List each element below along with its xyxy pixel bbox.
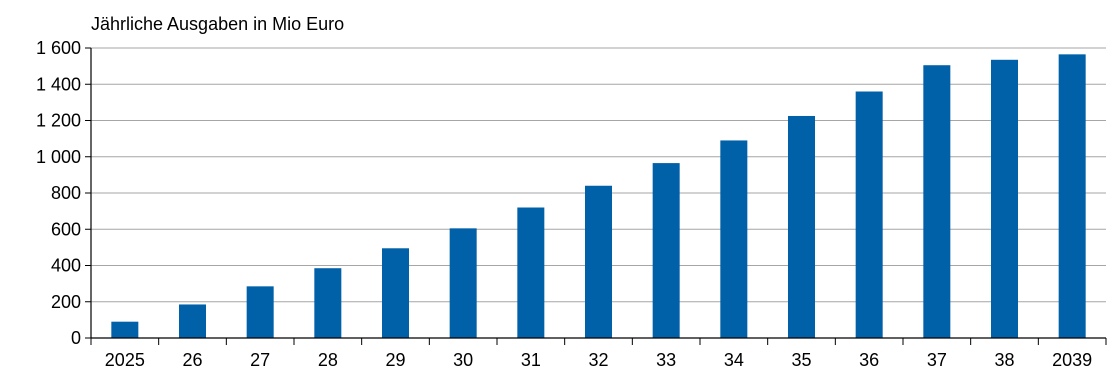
x-tick-label: 27 xyxy=(250,350,270,370)
x-tick-label: 26 xyxy=(182,350,202,370)
y-tick-label: 1 000 xyxy=(36,147,81,167)
y-tick-label: 1 600 xyxy=(36,38,81,58)
x-tick-label: 2025 xyxy=(105,350,145,370)
bars xyxy=(111,54,1086,338)
y-axis-tick-labels: 0 200 400 600 800 1 000 1 200 1 400 1 600 xyxy=(36,38,81,348)
bar xyxy=(1058,54,1086,338)
x-tick-label: 2039 xyxy=(1052,350,1092,370)
x-tick-label: 30 xyxy=(453,350,473,370)
x-tick-label: 37 xyxy=(927,350,947,370)
chart-title: Jährliche Ausgaben in Mio Euro xyxy=(91,14,344,34)
bar xyxy=(720,140,748,338)
bar xyxy=(449,228,477,338)
x-tick-label: 29 xyxy=(385,350,405,370)
bar xyxy=(246,286,274,338)
x-tick-label: 32 xyxy=(588,350,608,370)
bar xyxy=(855,91,883,338)
x-tick-label: 38 xyxy=(994,350,1014,370)
bar xyxy=(314,268,342,338)
bar xyxy=(179,304,206,338)
y-tick-label: 600 xyxy=(51,219,81,239)
y-tick-label: 0 xyxy=(71,328,81,348)
x-tick-label: 33 xyxy=(656,350,676,370)
x-axis-tick-labels: 2025 26 27 28 29 30 31 32 33 34 35 36 37 38 2039 xyxy=(105,350,1092,370)
bar xyxy=(788,115,815,338)
bar xyxy=(652,163,680,338)
y-tick-label: 400 xyxy=(51,256,81,276)
x-tick-label: 28 xyxy=(318,350,338,370)
x-tick-label: 35 xyxy=(791,350,811,370)
bar xyxy=(111,321,139,338)
y-tick-label: 1 200 xyxy=(36,111,81,131)
x-tick-label: 34 xyxy=(724,350,744,370)
axes xyxy=(85,47,1107,345)
x-tick-label: 31 xyxy=(521,350,541,370)
y-tick-label: 200 xyxy=(51,292,81,312)
x-tick-label: 36 xyxy=(859,350,879,370)
y-tick-label: 800 xyxy=(51,183,81,203)
bar xyxy=(923,65,951,338)
bar xyxy=(517,207,545,338)
bar xyxy=(991,59,1018,338)
bar xyxy=(382,248,409,338)
bar xyxy=(585,185,612,338)
y-tick-label: 1 400 xyxy=(36,74,81,94)
